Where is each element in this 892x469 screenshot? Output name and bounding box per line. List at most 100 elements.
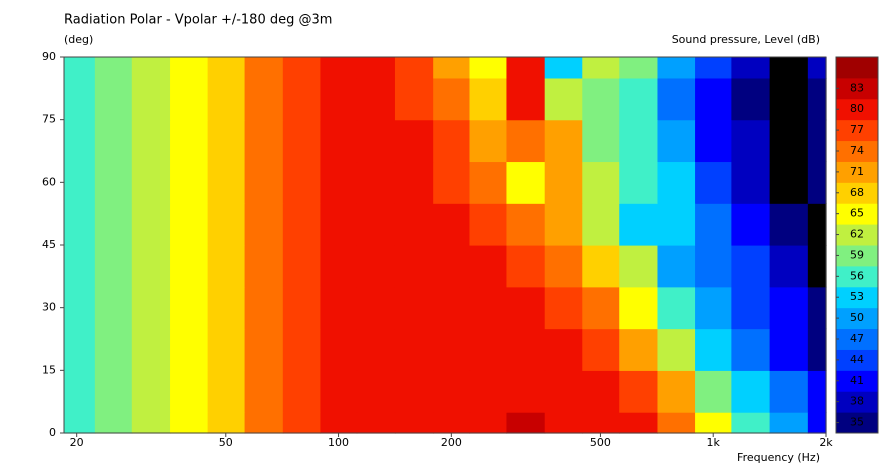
heat-cell [207,57,246,79]
heat-cell [582,77,620,121]
colorbar-tick-label: 77 [850,123,864,136]
heat-cell [207,119,246,163]
heat-cell [506,245,546,288]
heat-cell [433,245,471,288]
heat-cell [657,412,696,434]
colorbar-tick-label: 47 [850,332,864,345]
heat-cell [807,57,827,79]
colorbar-band [836,349,878,371]
heat-cell [433,203,471,246]
y-tick-label: 30 [42,301,56,314]
heat-cell [469,77,508,121]
heat-cell [695,286,732,330]
heat-cell [769,328,809,371]
heat-cell [544,203,583,246]
x-tick-label: 2k [819,436,833,449]
heat-cell [244,412,284,434]
x-axis-label: Frequency (Hz) [737,451,820,464]
heat-cell [731,412,771,434]
heat-cell [282,203,322,246]
heat-cell [356,57,396,79]
colorbar-tick-label: 83 [850,81,864,94]
colorbar-band [836,77,878,100]
heat-cell [469,119,508,163]
heat-cell [94,119,133,163]
heat-cell [807,286,827,330]
heat-cell [207,161,246,204]
heat-cell [695,328,732,371]
heat-cell [394,245,434,288]
heat-cell [94,328,133,371]
heat-cell [131,77,171,121]
heat-cell [433,119,471,163]
heat-cell [807,328,827,371]
colorbar-band [836,57,878,79]
x-tick-label: 20 [70,436,84,449]
colorbar-tick-label: 59 [850,248,864,261]
heat-cell [394,161,434,204]
y-tick-label: 75 [42,113,56,126]
heat-cell [469,245,508,288]
heat-cell [433,161,471,204]
heat-cell [64,119,96,163]
colorbar-band [836,203,878,225]
heat-cell [94,412,133,434]
colorbar-tick-label: 56 [850,269,864,282]
colorbar-tick-label: 68 [850,186,864,199]
heat-cell [506,57,546,79]
colorbar-tick-label: 38 [850,395,864,408]
x-tick-label: 1k [707,436,721,449]
heat-cell [94,57,133,79]
y-axis-label: (deg) [64,33,93,46]
colorbar-band [836,224,878,246]
heat-cell [506,77,546,121]
heat-cell [64,412,96,434]
heat-cell [469,203,508,246]
heat-cell [64,286,96,330]
heat-cell [731,203,771,246]
heat-cell [282,370,322,413]
heat-cell [433,286,471,330]
heat-cell [131,286,171,330]
heat-cell [807,77,827,121]
heat-cell [320,328,358,371]
heat-cell [544,328,583,371]
heat-cell [469,286,508,330]
colorbar-tick-label: 74 [850,144,864,157]
heat-cell [657,203,696,246]
heat-cell [282,161,322,204]
heat-cell [64,370,96,413]
heat-cell [769,203,809,246]
heat-cell [544,245,583,288]
heat-cell [394,77,434,121]
heat-cell [544,119,583,163]
heat-cell [544,412,583,434]
heat-cell [244,77,284,121]
heat-cell [506,203,546,246]
heat-cell [282,77,322,121]
heat-cell [320,57,358,79]
heat-cell [657,119,696,163]
y-tick-label: 15 [42,363,56,376]
x-tick-label: 200 [441,436,462,449]
heat-cell [207,286,246,330]
heat-cell [769,161,809,204]
heat-cell [769,119,809,163]
heat-cell [244,161,284,204]
heat-cell [731,119,771,163]
heat-cell [769,77,809,121]
heat-cell [170,370,209,413]
heat-cell [394,370,434,413]
heat-cell [282,286,322,330]
colorbar-tick-label: 41 [850,374,864,387]
heat-cell [320,77,358,121]
chart-title: Radiation Polar - Vpolar +/-180 deg @3m [64,13,332,28]
colorbar-band [836,370,878,392]
heat-cell [582,370,620,413]
heat-cell [394,57,434,79]
heat-cell [506,161,546,204]
heat-cell [356,245,396,288]
heat-cell [94,203,133,246]
heat-cell [131,370,171,413]
heat-cell [506,286,546,330]
